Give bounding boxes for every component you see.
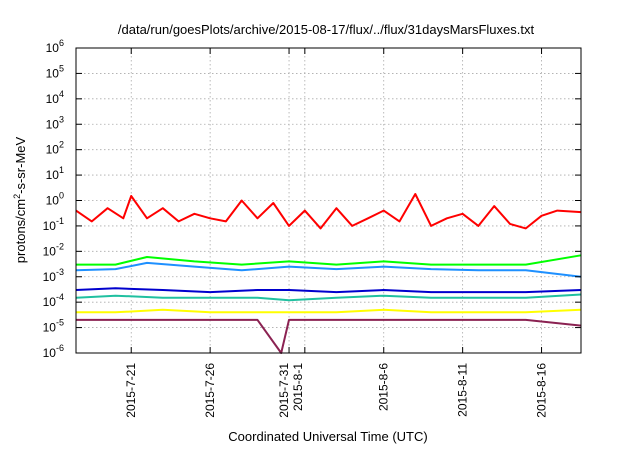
series-line-1 <box>75 193 582 230</box>
y-tick-label: 10-1 <box>43 216 64 233</box>
x-tick-label: 2015-8-16 <box>535 363 549 418</box>
series-layer <box>75 193 582 354</box>
y-tick-label: 100 <box>46 191 64 208</box>
series-line-5 <box>75 293 582 302</box>
y-tick-label: 102 <box>46 140 64 157</box>
series-line-2 <box>76 254 582 266</box>
y-tick-label: 10-4 <box>43 292 64 309</box>
x-tick-label: 2015-8-1 <box>291 363 305 411</box>
x-axis: 2015-7-21 2015-7-26 2015-7-31 2015-8-1 2015-… <box>124 48 549 418</box>
y-tick-label: 10-3 <box>43 267 64 284</box>
y-tick-label: 10-5 <box>43 318 64 335</box>
x-tick-label: 2015-7-31 <box>277 363 291 418</box>
chart-title: /data/run/goesPlots/archive/2015-08-17/f… <box>118 22 535 37</box>
x-tick-label: 2015-8-6 <box>377 363 391 411</box>
x-tick-label: 2015-8-11 <box>456 363 470 417</box>
x-axis-label: Coordinated Universal Time (UTC) <box>228 429 427 444</box>
y-tick-label: 103 <box>46 114 64 131</box>
y-axis-label: protons/cm2-s-sr-MeV <box>12 136 28 263</box>
series-line-6 <box>76 308 582 314</box>
y-axis-label-rest: -s-sr-MeV <box>13 136 28 193</box>
y-tick-label: 101 <box>46 165 64 182</box>
y-tick-label: 106 <box>46 38 64 55</box>
y-tick-label: 105 <box>46 63 64 80</box>
y-tick-label: 104 <box>46 89 64 106</box>
y-axis-label-base: protons/cm <box>13 199 28 263</box>
y-axis: 10-6 10-5 10-4 10-3 10-2 10-1 100 101 102 103 104 1… <box>43 38 581 360</box>
series-line-3 <box>75 261 582 278</box>
y-tick-label: 10-6 <box>43 343 64 360</box>
series-line-4 <box>75 287 582 294</box>
y-tick-label: 10-2 <box>43 241 64 258</box>
series-line-7 <box>76 318 582 354</box>
x-tick-label: 2015-7-26 <box>203 363 217 418</box>
x-tick-label: 2015-7-21 <box>124 363 138 418</box>
y-axis-label-sup: 2 <box>12 194 22 199</box>
grid <box>76 48 581 353</box>
